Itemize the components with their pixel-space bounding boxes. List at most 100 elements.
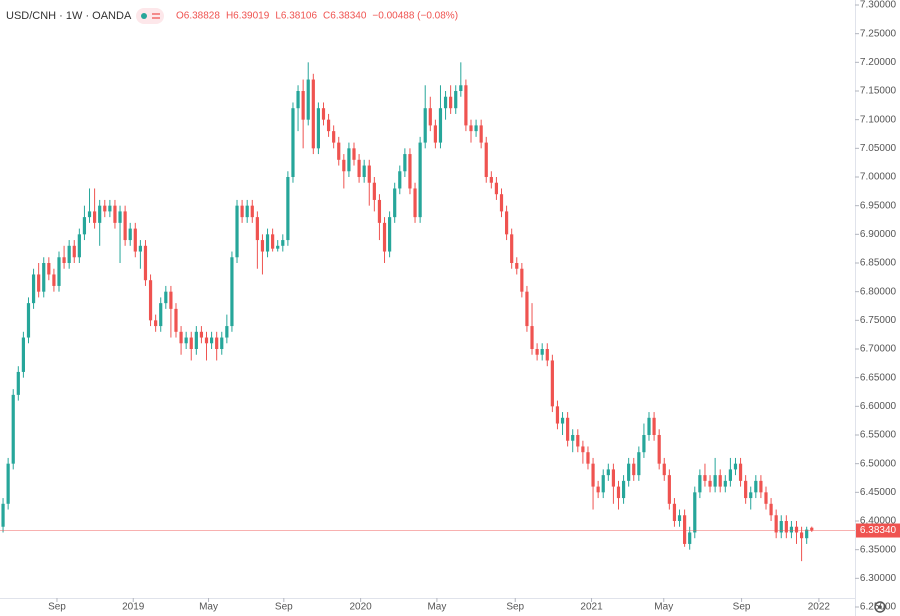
candle-body [311, 79, 315, 149]
candle-body [677, 515, 682, 521]
y-tick-label: 6.75000 [860, 315, 897, 326]
candle-body [215, 337, 219, 349]
candle-body [703, 475, 707, 481]
candle-body [413, 188, 417, 218]
candle-body [566, 417, 570, 441]
candle-body [316, 108, 320, 149]
y-tick-label: 7.30000 [860, 0, 897, 11]
y-tick-label: 7.05000 [860, 143, 897, 154]
candle-body [372, 182, 376, 200]
candle-body [332, 131, 336, 143]
status-icons[interactable] [136, 8, 164, 24]
y-tick-label: 7.20000 [860, 57, 897, 68]
candle-body [749, 492, 753, 499]
candle-body [67, 245, 71, 263]
ohlc-value: L6.38106 [275, 11, 317, 22]
candle-body [245, 205, 249, 218]
y-tick-label: 6.90000 [860, 229, 897, 240]
candle-body [438, 108, 443, 143]
candle-body [154, 320, 158, 327]
candle-body [708, 480, 712, 487]
settings-icon[interactable] [874, 601, 886, 613]
gear[interactable] [874, 601, 886, 613]
candle-body [718, 475, 722, 487]
candle-body [535, 349, 539, 355]
candle-body [611, 469, 616, 487]
candle-body [805, 529, 809, 539]
y-tick-label: 6.50000 [860, 458, 897, 469]
candle-body [98, 205, 102, 223]
candle-body [47, 263, 51, 275]
candle-body [321, 108, 326, 120]
ohlc-value: −0.00488 (−0.08%) [372, 11, 458, 22]
candle-body [204, 337, 209, 344]
candle-body [464, 85, 468, 126]
candle-body [784, 521, 788, 533]
candle-body [113, 205, 117, 223]
x-tick-label: Sep [275, 602, 293, 613]
candle-body [423, 108, 427, 143]
candle-body [754, 480, 758, 493]
candle-body [326, 119, 331, 132]
candle-body [189, 337, 193, 349]
candle-body [235, 205, 239, 258]
candle-body [352, 148, 356, 160]
candle-body [779, 521, 783, 533]
candle-body [733, 463, 738, 470]
candle-body [11, 394, 15, 464]
icon-pill[interactable] [136, 8, 164, 24]
candle-body [87, 211, 92, 218]
candle-body [255, 217, 259, 241]
y-tick-label: 6.80000 [860, 286, 897, 297]
candle-body [504, 211, 509, 235]
last-price-label: 6.38340 [860, 525, 897, 536]
candle-body [57, 257, 61, 286]
candle-body [276, 245, 280, 249]
candle-body [484, 142, 488, 177]
ohlc-value: C6.38340 [323, 11, 367, 22]
candle-body [474, 125, 478, 132]
candle-body [362, 165, 366, 177]
candle-body [479, 125, 483, 143]
candle-body [515, 263, 519, 269]
candle-body [306, 79, 310, 120]
candle-body [627, 463, 631, 481]
candle-body [510, 234, 514, 263]
candle-body [301, 91, 305, 120]
candle-body [209, 337, 214, 344]
candle-body [454, 91, 458, 109]
candle-body [103, 205, 107, 212]
x-tick-label: Sep [48, 602, 66, 613]
candle-body [77, 234, 81, 258]
candle-body [291, 108, 295, 177]
y-tick-label: 6.45000 [860, 487, 897, 498]
candle-body [713, 475, 717, 487]
candle-body [759, 480, 763, 493]
candle-body [728, 469, 732, 481]
candle-body [683, 515, 687, 544]
candle-body [469, 125, 473, 132]
candle-body [810, 527, 814, 531]
candle-body [581, 446, 585, 453]
y-tick-label: 6.70000 [860, 344, 897, 355]
icon-dot [141, 13, 147, 19]
candle-body [398, 171, 402, 189]
y-tick-label: 7.15000 [860, 86, 897, 97]
candle-body [194, 331, 198, 349]
candle-body [555, 406, 560, 424]
y-tick-label: 6.40000 [860, 516, 897, 527]
candle-body [606, 469, 610, 476]
candle-body [403, 154, 407, 172]
candle-body [52, 274, 56, 286]
candle-body [342, 159, 346, 172]
candle-body [388, 217, 392, 252]
candle-body [169, 291, 173, 309]
candle-body [693, 492, 697, 533]
candle-body [769, 503, 773, 516]
candle-body [16, 371, 20, 395]
candle-body [286, 177, 290, 241]
candle-body [774, 515, 778, 533]
candle-body [337, 142, 341, 160]
candle-body [418, 142, 422, 218]
